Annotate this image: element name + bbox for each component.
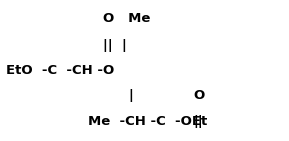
Text: Me  -CH -C  -OEt: Me -CH -C -OEt	[88, 115, 208, 128]
Text: O   Me: O Me	[103, 12, 150, 25]
Text: EtO  -C  -CH -O: EtO -C -CH -O	[6, 64, 114, 77]
Text: O: O	[194, 89, 205, 102]
Text: ||: ||	[194, 115, 203, 128]
Text: |: |	[129, 89, 134, 102]
Text: ||  |: || |	[103, 39, 127, 52]
